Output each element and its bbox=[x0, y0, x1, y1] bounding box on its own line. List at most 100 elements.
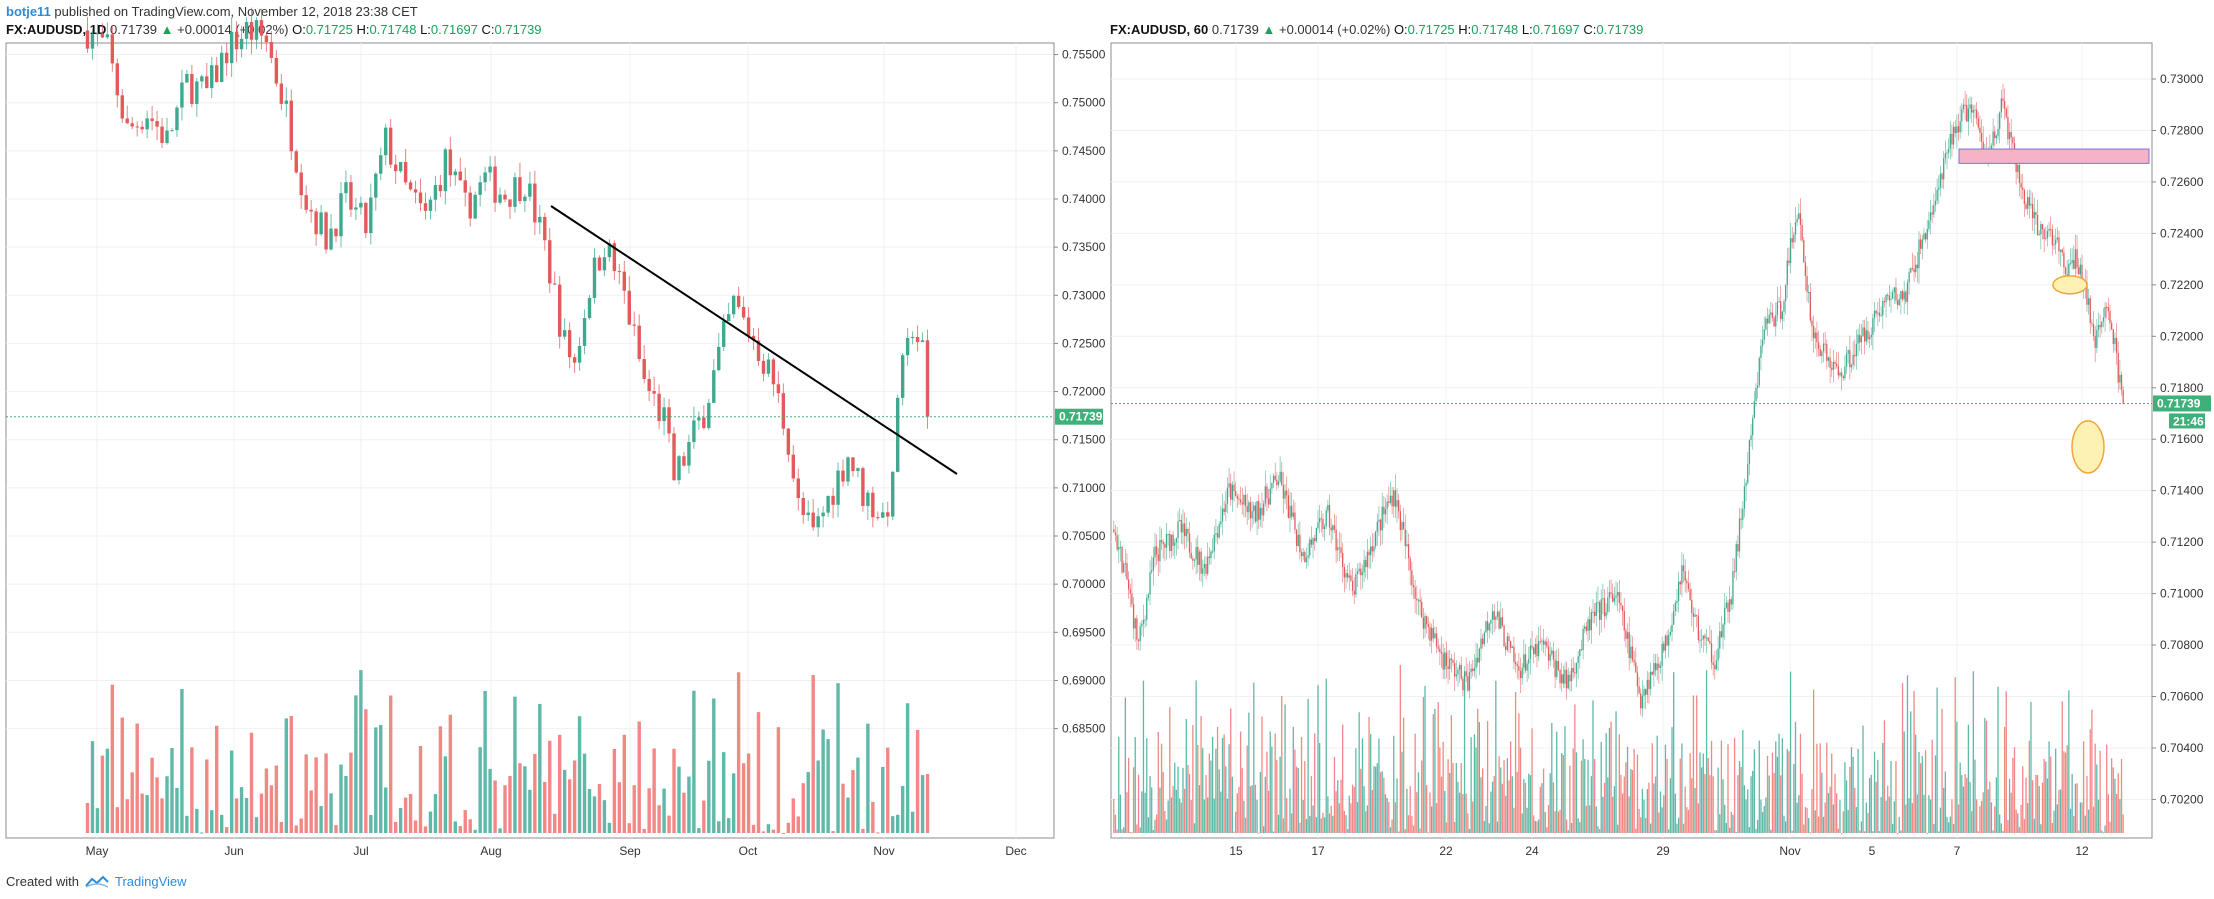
tradingview-link[interactable]: TradingView bbox=[114, 874, 187, 889]
volume-bar bbox=[1238, 786, 1240, 833]
volume-bar bbox=[2111, 758, 2113, 833]
candle-body bbox=[533, 183, 537, 223]
candle-body bbox=[423, 203, 428, 211]
volume-bar bbox=[1498, 756, 1500, 833]
volume-bar bbox=[1210, 760, 1212, 833]
candle-body bbox=[731, 295, 736, 315]
volume-bar bbox=[1776, 756, 1779, 833]
volume-bar bbox=[2063, 751, 2065, 833]
candle-body bbox=[1292, 512, 1294, 517]
volume-bar bbox=[1129, 832, 1131, 834]
candle-body bbox=[746, 317, 751, 336]
candle-body bbox=[1673, 611, 1675, 625]
volume-bar bbox=[1514, 692, 1517, 833]
volume-bar bbox=[2059, 789, 2062, 833]
author-name[interactable]: botje11 bbox=[6, 4, 51, 19]
volume-bar bbox=[1551, 722, 1553, 833]
candle-body bbox=[1788, 260, 1790, 264]
candle-body bbox=[1223, 508, 1225, 512]
volume-bar bbox=[1602, 796, 1604, 833]
candle-body bbox=[513, 177, 517, 207]
volume-bar bbox=[1819, 743, 1821, 833]
x-tick-label: May bbox=[86, 844, 109, 858]
volume-bar bbox=[871, 801, 875, 833]
candle-body bbox=[1391, 495, 1393, 507]
candle-body bbox=[1439, 648, 1441, 652]
published-text: published on TradingView.com, November 1… bbox=[54, 4, 418, 19]
volume-bar bbox=[1593, 759, 1596, 833]
volume-bar bbox=[428, 811, 433, 833]
candle-body bbox=[1819, 349, 1821, 356]
volume-bar bbox=[1368, 716, 1370, 833]
candle-body bbox=[1513, 646, 1515, 662]
volume-bar bbox=[617, 782, 622, 833]
candle-body bbox=[1547, 646, 1550, 661]
candle-body bbox=[1470, 668, 1472, 673]
candle-body bbox=[523, 196, 527, 202]
candle-body bbox=[145, 118, 149, 130]
candle-body bbox=[483, 172, 487, 183]
volume-bar bbox=[1747, 789, 1749, 833]
candle-body bbox=[1180, 519, 1182, 533]
volume-bar bbox=[1233, 831, 1235, 833]
candle-body bbox=[1738, 518, 1741, 552]
candle-body bbox=[229, 31, 234, 64]
volume-bar bbox=[90, 741, 95, 833]
volume-bar bbox=[219, 814, 224, 833]
candle-body bbox=[1957, 126, 1960, 133]
volume-bar bbox=[796, 816, 800, 833]
volume-bar bbox=[1491, 781, 1494, 833]
volume-bar bbox=[1911, 802, 1914, 833]
volume-bar bbox=[1376, 763, 1378, 833]
candle-body bbox=[2003, 101, 2006, 109]
volume-bar bbox=[1557, 811, 1560, 833]
volume-bar bbox=[115, 807, 120, 833]
candle-body bbox=[1806, 276, 1808, 293]
volume-bar bbox=[1226, 798, 1229, 833]
volume-bar bbox=[1768, 775, 1770, 833]
volume-bar bbox=[1114, 814, 1117, 833]
candle-body bbox=[309, 209, 313, 212]
candle-body bbox=[1328, 504, 1331, 528]
candle-body bbox=[1654, 663, 1657, 671]
candle-body bbox=[1636, 672, 1639, 687]
volume-bar bbox=[1305, 818, 1308, 833]
candle-body bbox=[1995, 135, 1998, 139]
candle-body bbox=[2073, 260, 2075, 269]
volume-bar bbox=[2068, 690, 2070, 833]
candle-body bbox=[1291, 505, 1293, 517]
candle-body bbox=[1730, 599, 1732, 605]
volume-bar bbox=[1496, 821, 1499, 833]
candle-body bbox=[1676, 601, 1678, 603]
volume-bar bbox=[1567, 830, 1569, 833]
volume-bar bbox=[567, 779, 572, 833]
volume-bar bbox=[473, 829, 477, 833]
volume-bar bbox=[1542, 768, 1545, 833]
y-tick-label: 0.70600 bbox=[2160, 689, 2204, 703]
candle-body bbox=[1312, 538, 1314, 545]
volume-bar bbox=[1954, 677, 1956, 833]
volume-bar bbox=[1356, 802, 1359, 833]
volume-bar bbox=[2013, 747, 2016, 833]
volume-bar bbox=[403, 797, 408, 833]
candle-body bbox=[1938, 187, 1940, 190]
volume-bar bbox=[1579, 822, 1581, 833]
created-with-text: Created with bbox=[6, 874, 79, 889]
candle-body bbox=[1294, 512, 1296, 530]
volume-bar bbox=[1872, 831, 1874, 833]
candle-body bbox=[1811, 320, 1813, 327]
volume-bar bbox=[1730, 811, 1732, 833]
candle-body bbox=[1350, 575, 1352, 581]
right-chart-panel[interactable]: 0.730000.728000.726000.724000.722000.720… bbox=[1110, 42, 2211, 858]
volume-bar bbox=[1938, 831, 1940, 833]
volume-bar bbox=[234, 798, 239, 833]
candle-body bbox=[1421, 601, 1423, 618]
left-chart-panel[interactable]: 0.755000.750000.745000.740000.735000.730… bbox=[5, 7, 1106, 858]
candle-body bbox=[1776, 301, 1779, 316]
candle-body bbox=[2091, 323, 2093, 325]
candle-body bbox=[1913, 268, 1915, 273]
right-c-label: C: bbox=[1583, 22, 1597, 37]
candle-body bbox=[344, 182, 348, 194]
candle-body bbox=[1773, 317, 1775, 327]
